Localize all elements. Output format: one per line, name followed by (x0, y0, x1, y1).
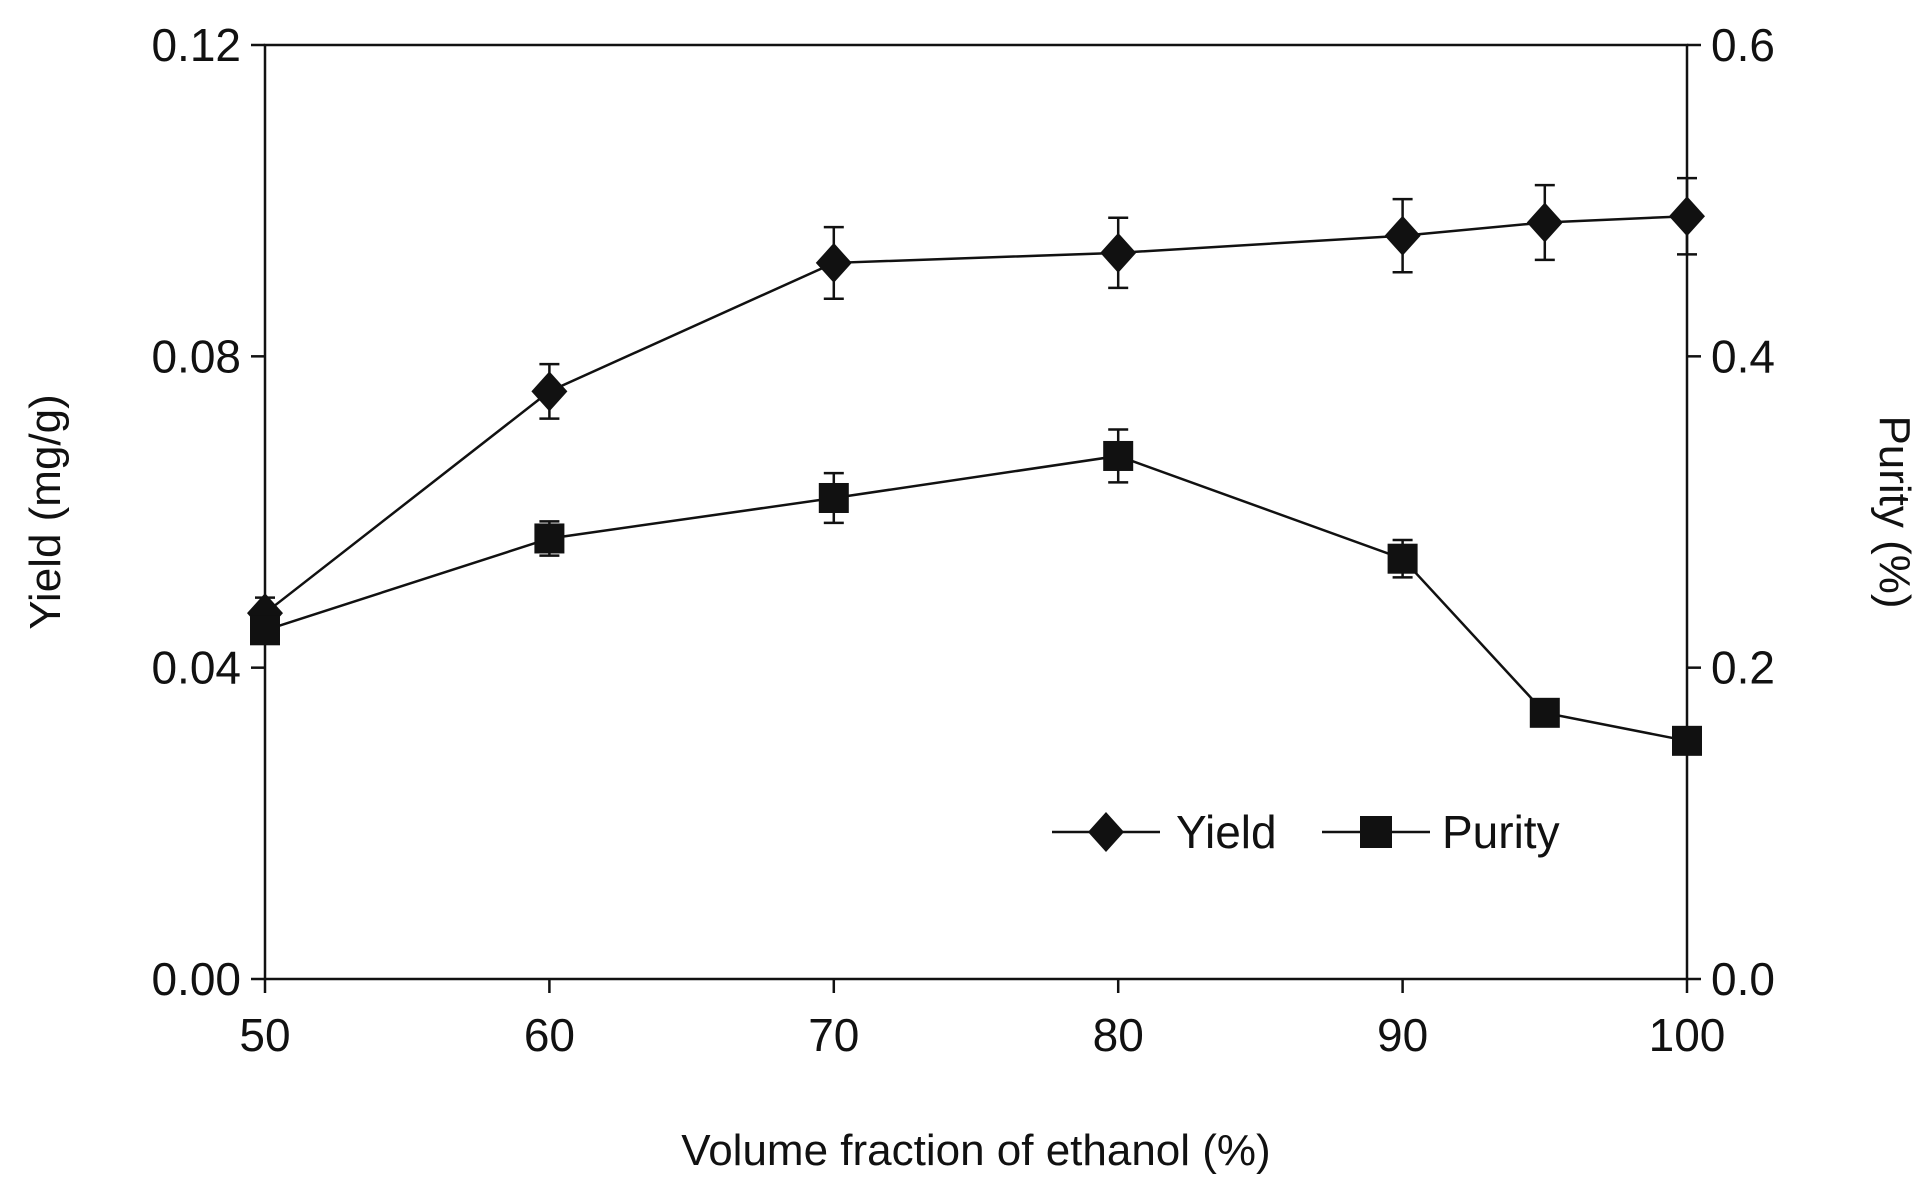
y-tick-label: 0.12 (151, 19, 241, 71)
yield-series-line (264, 214, 1688, 615)
purity-point (1103, 440, 1134, 471)
legend-purity-square-icon (1360, 816, 1392, 848)
x-tick-label: 60 (524, 1009, 575, 1061)
purity-point (1387, 543, 1418, 574)
yield-point (1669, 196, 1705, 237)
y-tick-label: 0.00 (151, 953, 241, 1005)
purity-series-line (264, 454, 1688, 743)
purity-point (1672, 725, 1702, 756)
yield-point (815, 242, 852, 283)
y2-axis-label: Purity (%) (1870, 415, 1917, 608)
purity-point (1529, 697, 1560, 728)
y-tick-label: 0.08 (151, 330, 241, 382)
purity-point (250, 615, 280, 646)
yield-point (1384, 215, 1421, 256)
yield-point (1100, 232, 1137, 273)
y2-tick-label: 0.6 (1711, 19, 1775, 71)
data-marks (247, 176, 1705, 756)
y-axis-label: Yield (mg/g) (21, 394, 70, 630)
x-tick-label: 100 (1649, 1009, 1726, 1061)
legend-yield-diamond-icon (1088, 812, 1124, 852)
purity-point (818, 482, 849, 513)
x-tick-label: 70 (808, 1009, 859, 1061)
legend-purity-label: Purity (1442, 806, 1560, 858)
y-tick-label: 0.04 (151, 642, 241, 694)
y2-tick-label: 0.4 (1711, 330, 1775, 382)
legend: Yield Purity (1052, 806, 1560, 858)
x-axis-label: Volume fraction of ethanol (%) (681, 1126, 1270, 1175)
x-tick-label: 50 (239, 1009, 290, 1061)
y2-tick-label: 0.2 (1711, 642, 1775, 694)
yield-point (1526, 202, 1563, 243)
x-tick-label: 80 (1093, 1009, 1144, 1061)
purity-point (534, 523, 565, 554)
y2-tick-label: 0.0 (1711, 953, 1775, 1005)
legend-yield-label: Yield (1176, 806, 1277, 858)
axes: 50 60 70 80 90 100 0.00 0.04 0.08 0.12 0.0 0.2 0.4 0.… (151, 19, 1774, 1061)
yield-point (531, 371, 568, 412)
plot-frame (263, 43, 1689, 981)
x-tick-label: 90 (1377, 1009, 1428, 1061)
